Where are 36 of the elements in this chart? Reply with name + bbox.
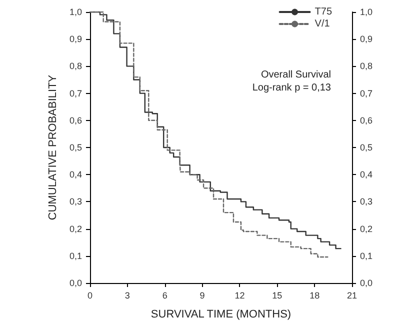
y2-tick-label: 0,5 (360, 142, 373, 152)
y-tick-label: 0,3 (69, 196, 82, 207)
x-tick-label: 9 (200, 290, 205, 300)
y-axis-title: CUMULATIVE PROBABILITY (47, 74, 60, 220)
legend-label: T75 (314, 6, 332, 18)
y2-tick-label: 0,8 (360, 61, 373, 72)
y2-tick-label: 0,6 (360, 115, 373, 126)
x-tick-label: 12 (234, 290, 245, 300)
x-tick-label: 6 (162, 290, 168, 300)
y2-tick-label: 1,0 (360, 7, 373, 17)
annotation: Log-rank p = 0,13 (252, 82, 332, 94)
y2-tick-label: 0,3 (360, 196, 373, 207)
y2-tick-label: 0,4 (360, 170, 373, 180)
x-tick-label: 21 (346, 290, 358, 300)
y-tick-label: 0,0 (69, 278, 82, 288)
y-tick-label: 0,4 (69, 170, 82, 180)
y-tick-label: 0,7 (69, 88, 82, 98)
y2-tick-label: 0,1 (360, 250, 373, 261)
y-tick-label: 0,2 (69, 224, 82, 234)
y-tick-label: 0,6 (69, 115, 82, 126)
legend-label: V/1 (314, 18, 330, 30)
x-tick-label: 18 (310, 290, 320, 300)
x-tick-label: 3 (124, 290, 130, 300)
y2-tick-label: 0,0 (360, 278, 373, 288)
y2-tick-label: 0,7 (360, 88, 373, 98)
x-tick-label: 0 (87, 290, 93, 300)
x-tick-label: 15 (272, 290, 282, 300)
annotation: Overall Survival (260, 70, 331, 80)
y2-tick-label: 0,9 (360, 34, 373, 44)
y-tick-label: 0,9 (69, 34, 82, 44)
y2-tick-label: 0,2 (360, 224, 373, 234)
x-axis-title: SURVIVAL TIME (MONTHS) (150, 308, 292, 320)
y-tick-label: 0,5 (69, 142, 82, 152)
y-tick-label: 0,1 (69, 250, 82, 261)
y-tick-label: 1,0 (69, 7, 82, 17)
y-tick-label: 0,8 (69, 61, 82, 72)
